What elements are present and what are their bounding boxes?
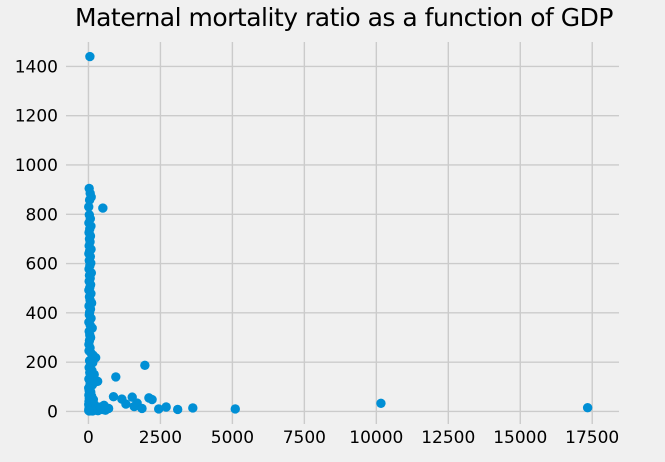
data-point	[111, 372, 121, 382]
data-point	[137, 403, 147, 414]
x-tick-label: 15000	[493, 428, 547, 448]
x-tick-label: 0	[83, 428, 94, 448]
y-tick-label: 1400	[15, 57, 58, 77]
data-point	[121, 399, 131, 409]
data-point	[84, 202, 94, 212]
data-point	[84, 195, 95, 205]
data-point	[230, 404, 240, 414]
data-point	[376, 398, 386, 408]
y-tick-label: 800	[26, 205, 58, 225]
y-tick-label: 1000	[15, 156, 58, 176]
data-point	[582, 403, 593, 413]
y-tick-label: 200	[26, 353, 58, 373]
y-tick-label: 1200	[15, 107, 58, 127]
data-point	[98, 203, 108, 213]
chart-title: Maternal mortality ratio as a function o…	[75, 3, 613, 32]
data-point	[161, 402, 171, 412]
data-point	[99, 400, 109, 410]
y-tick-label: 0	[47, 402, 58, 422]
x-tick-label: 12500	[421, 428, 475, 448]
data-point	[84, 406, 94, 416]
data-point	[147, 394, 157, 405]
y-tick-label: 600	[26, 255, 58, 275]
x-tick-label: 5000	[211, 428, 254, 448]
data-point	[108, 391, 119, 402]
x-tick-label: 7500	[283, 428, 326, 448]
data-point	[85, 51, 95, 62]
y-tick-label: 400	[26, 304, 58, 324]
data-point	[188, 403, 198, 413]
x-tick-label: 17500	[565, 428, 619, 448]
x-tick-label: 2500	[139, 428, 182, 448]
data-point	[140, 360, 150, 371]
data-point	[172, 404, 183, 415]
data-point	[153, 404, 164, 414]
x-tick-label: 10000	[349, 428, 403, 448]
